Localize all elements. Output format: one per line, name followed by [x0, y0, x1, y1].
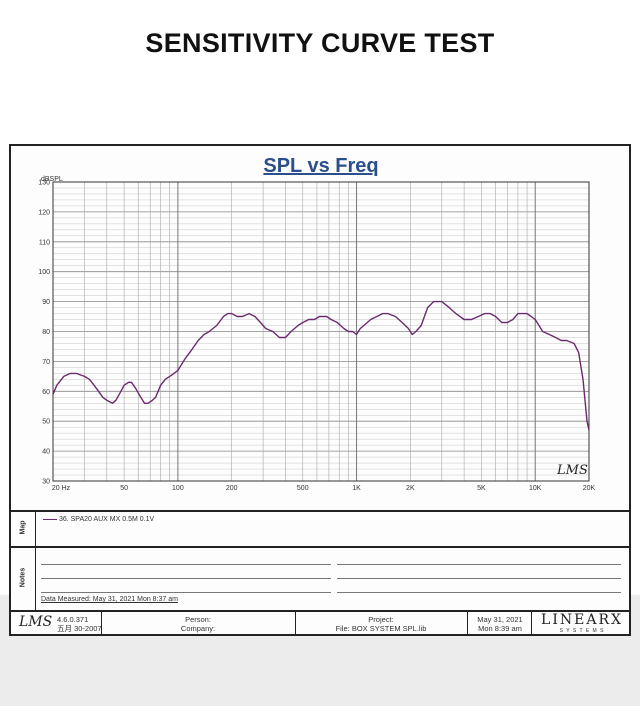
x-tick-label: 100 — [172, 485, 184, 492]
plot-border — [52, 181, 590, 482]
y-tick-label: 120 — [38, 209, 50, 216]
legend-swatch — [43, 518, 57, 520]
data-measured: Data Measured: May 31, 2021 Mon 8:37 am — [41, 596, 178, 603]
x-tick-label: 1K — [352, 485, 361, 492]
series-line — [52, 300, 590, 431]
footer-logo: LMS — [19, 614, 53, 630]
y-tick-label: 40 — [42, 449, 50, 456]
footer-date: May 31, 2021 — [477, 615, 523, 624]
y-tick-label: 110 — [39, 239, 50, 246]
y-tick-label: 70 — [42, 359, 50, 366]
map-label: Map — [19, 520, 27, 535]
spl-chart: SPL vs Freq dBSPL 30 40 50 60 70 80 90 100 110 12… — [38, 155, 595, 493]
x-tick-label: 200 — [226, 485, 238, 492]
version: 4.6.0.371 — [57, 615, 89, 624]
project-label: Project: — [368, 615, 394, 624]
lms-report-frame: SPL vs Freq dBSPL 30 40 50 60 70 80 90 100 110 12… — [9, 144, 631, 636]
y-tick-label: 80 — [42, 329, 50, 336]
x-tick-label: 2K — [406, 485, 415, 492]
tick-labels: 30 40 50 60 70 80 90 100 110 120 130 20 Hz 50 100 200 5… — [38, 180, 595, 493]
brand-sub: S Y S T E M S — [559, 628, 605, 634]
y-tick-label: 60 — [42, 389, 50, 396]
person-label: Person: — [185, 615, 211, 624]
chart-title: SPL vs Freq — [263, 155, 378, 177]
y-tick-label: 90 — [42, 299, 50, 306]
x-tick-label: 10K — [529, 485, 542, 492]
x-tick-label: 50 — [120, 485, 128, 492]
series-layer — [52, 300, 590, 431]
brand-logo: LINEARX S Y S T E M S — [535, 612, 629, 634]
notes-label: Notes — [19, 567, 27, 588]
company-label: Company: — [180, 624, 216, 633]
x-tick-label: 500 — [297, 485, 309, 492]
y-tick-label: 130 — [38, 180, 50, 187]
grid — [52, 181, 590, 482]
legend-entry: 36. SPA20 AUX MX 0.5M 0.1V — [43, 516, 154, 523]
y-axis-label: dBSPL — [41, 176, 63, 183]
brand-name: LINEARX — [541, 612, 623, 628]
y-tick-label: 50 — [42, 419, 50, 426]
x-tick-label: 5K — [477, 485, 486, 492]
version-date: 五月 30-2007 — [57, 624, 102, 633]
x-tick-label: 20 Hz — [52, 485, 71, 492]
y-tick-label: 30 — [42, 479, 50, 486]
page-title: SENSITIVITY CURVE TEST — [145, 28, 495, 58]
file-label: File: BOX SYSTEM SPL.lib — [335, 624, 427, 633]
legend-label: 36. SPA20 AUX MX 0.5M 0.1V — [58, 516, 155, 523]
y-tick-label: 100 — [38, 269, 50, 276]
x-tick-label: 20K — [583, 485, 596, 492]
lms-watermark: LMS — [556, 463, 588, 478]
footer-time: Mon 8:39 am — [478, 624, 522, 633]
